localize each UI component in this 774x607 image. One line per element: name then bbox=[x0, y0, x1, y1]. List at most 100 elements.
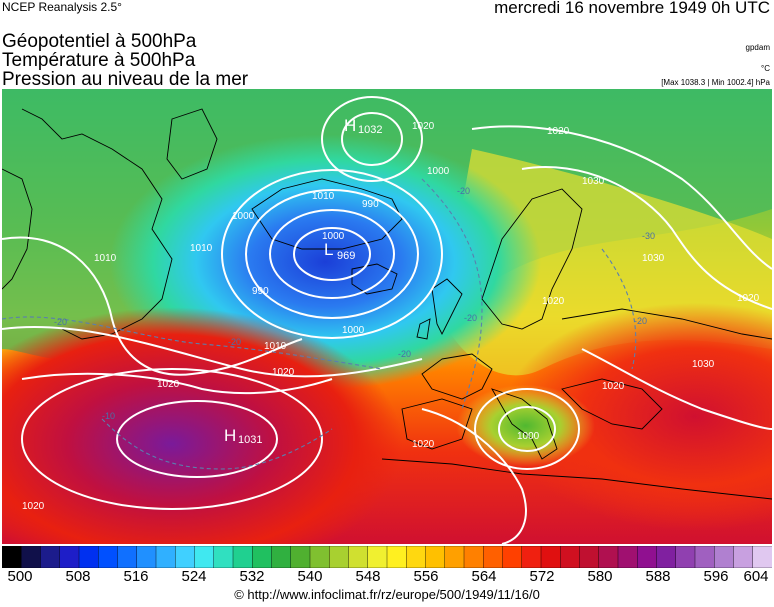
scale-tick: 516 bbox=[123, 568, 149, 585]
scale-tick: 508 bbox=[65, 568, 91, 585]
isobar-label: 1020 bbox=[22, 501, 45, 512]
scale-swatch bbox=[444, 546, 465, 568]
scale-swatch bbox=[560, 546, 581, 568]
scale-swatch bbox=[40, 546, 61, 568]
scale-swatch bbox=[136, 546, 157, 568]
unit-temperature: °C bbox=[761, 64, 770, 73]
italy-trough-field bbox=[2, 89, 772, 544]
scale-swatch bbox=[694, 546, 715, 568]
isobar-label: 1000 bbox=[427, 166, 450, 177]
scale-swatch bbox=[348, 546, 369, 568]
isobar-label: 1020 bbox=[412, 439, 435, 450]
scale-swatch bbox=[579, 546, 600, 568]
scale-tick: 540 bbox=[297, 568, 323, 585]
scale-swatch bbox=[232, 546, 253, 568]
scale-tick: 532 bbox=[239, 568, 265, 585]
atlantic-high-value: 1031 bbox=[238, 434, 262, 446]
scale-swatch bbox=[271, 546, 292, 568]
isotherm-label: -20 bbox=[634, 316, 647, 326]
isotherm-label: -20 bbox=[464, 313, 477, 323]
scale-swatch bbox=[117, 546, 138, 568]
isobar-label: 1000 bbox=[322, 231, 345, 242]
isobar-label: 1000 bbox=[342, 325, 365, 336]
low-pressure-letter: L bbox=[324, 240, 333, 259]
title-pressure: Pression au niveau de la mer bbox=[2, 69, 249, 90]
scale-swatch bbox=[483, 546, 504, 568]
high-pressure-letter: H bbox=[344, 116, 356, 135]
scale-tick: 548 bbox=[355, 568, 381, 585]
color-scale-bar bbox=[2, 546, 772, 568]
scale-swatch bbox=[406, 546, 427, 568]
isotherm-label: -20 bbox=[457, 186, 470, 196]
isotherm-label: -20 bbox=[398, 349, 411, 359]
isobar-label: 1020 bbox=[547, 126, 570, 137]
source-url-footer: © http://www.infoclimat.fr/rz/europe/500… bbox=[234, 587, 540, 602]
isobar-label: 990 bbox=[252, 286, 269, 297]
scale-swatch bbox=[2, 546, 22, 568]
scale-swatch bbox=[733, 546, 754, 568]
isobar-label: 1020 bbox=[542, 296, 565, 307]
isobar-label: 1030 bbox=[692, 359, 715, 370]
scale-tick: 604 bbox=[743, 568, 769, 585]
isotherm-label: -10 bbox=[102, 411, 115, 421]
scale-swatch bbox=[59, 546, 80, 568]
isobar-label: 1010 bbox=[190, 243, 213, 254]
scale-tick: 572 bbox=[529, 568, 555, 585]
scale-swatch bbox=[540, 546, 561, 568]
scale-swatch bbox=[617, 546, 638, 568]
scale-swatch bbox=[194, 546, 215, 568]
scale-tick: 596 bbox=[703, 568, 729, 585]
isobar-label: 1030 bbox=[642, 253, 665, 264]
unit-geopotential: gpdam bbox=[745, 43, 770, 52]
scale-swatch bbox=[252, 546, 273, 568]
title-temperature: Température à 500hPa bbox=[2, 50, 196, 71]
scale-swatch bbox=[213, 546, 234, 568]
model-source-label: NCEP Reanalysis 2.5° bbox=[2, 0, 122, 14]
isobar-label: 1020 bbox=[412, 121, 435, 132]
isobars bbox=[2, 96, 772, 544]
scale-swatch bbox=[98, 546, 119, 568]
scale-tick: 556 bbox=[413, 568, 439, 585]
scale-swatch bbox=[714, 546, 735, 568]
unit-pressure-range: [Max 1038.3 | Min 1002.4] hPa bbox=[661, 78, 770, 87]
isobar-label: 1010 bbox=[312, 191, 335, 202]
scale-tick: 588 bbox=[645, 568, 671, 585]
coastlines bbox=[2, 108, 772, 500]
scale-swatch bbox=[463, 546, 484, 568]
scale-tick: 524 bbox=[181, 568, 207, 585]
scale-tick: 580 bbox=[587, 568, 613, 585]
scale-swatch bbox=[656, 546, 677, 568]
scale-swatch bbox=[637, 546, 658, 568]
scale-swatch bbox=[21, 546, 42, 568]
isotherm-label: -20 bbox=[54, 317, 67, 327]
scale-swatch bbox=[175, 546, 196, 568]
isobar-label: 1020 bbox=[737, 293, 760, 304]
isobar-label: 1030 bbox=[582, 176, 605, 187]
scale-swatch bbox=[502, 546, 523, 568]
scale-swatch bbox=[329, 546, 350, 568]
isobar-label: 1020 bbox=[602, 381, 625, 392]
low-pressure-value: 969 bbox=[337, 250, 355, 262]
isobar-label: 1020 bbox=[157, 379, 180, 390]
scale-swatch bbox=[521, 546, 542, 568]
isotherms bbox=[2, 178, 637, 470]
date-time-label: mercredi 16 novembre 1949 0h UTC bbox=[494, 0, 770, 17]
isobar-label: 1010 bbox=[264, 341, 287, 352]
scale-swatch bbox=[290, 546, 311, 568]
isobar-label: 1010 bbox=[94, 253, 117, 264]
scale-swatch bbox=[752, 546, 772, 568]
scale-swatch bbox=[675, 546, 696, 568]
scale-swatch bbox=[78, 546, 99, 568]
color-scale-ticks: 500 508 516 524 532 540 548 556 564 572 … bbox=[0, 568, 774, 588]
high-pressure-value: 1032 bbox=[358, 124, 382, 136]
title-geopotential: Géopotentiel à 500hPa bbox=[2, 31, 197, 52]
scale-swatch bbox=[386, 546, 407, 568]
isotherm-label: -30 bbox=[642, 231, 655, 241]
weather-map: 1010 1020 1010 1000 990 1000 1010 1020 1… bbox=[2, 89, 772, 544]
isobar-label: 1000 bbox=[232, 211, 255, 222]
isotherm-label: -20 bbox=[228, 337, 241, 347]
scale-swatch bbox=[425, 546, 446, 568]
scale-swatch bbox=[598, 546, 619, 568]
scale-tick: 564 bbox=[471, 568, 497, 585]
scale-tick: 500 bbox=[7, 568, 33, 585]
